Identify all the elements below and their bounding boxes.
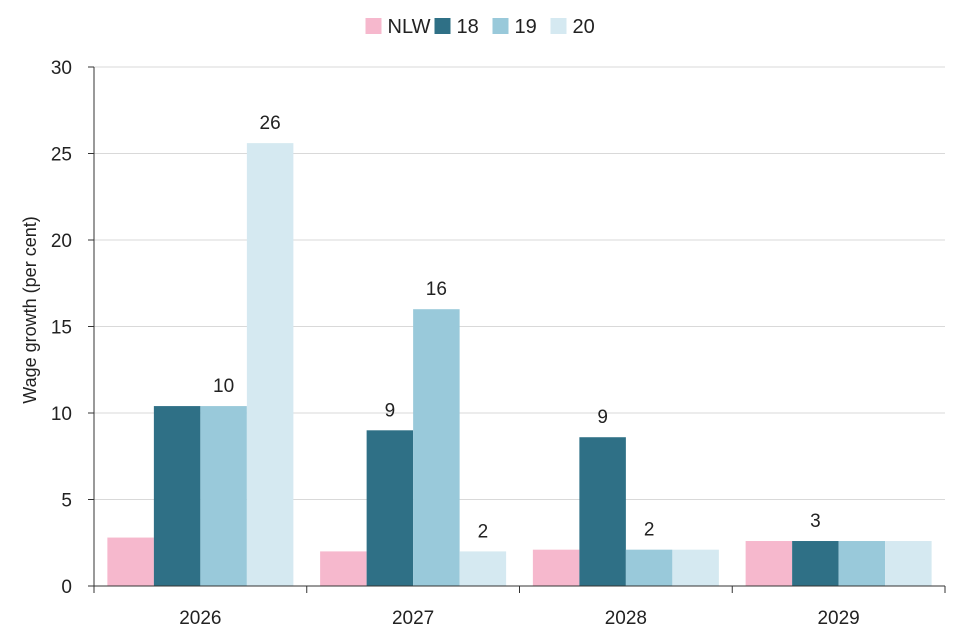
x-tick-label: 2028 [605,608,647,629]
axes: 0 5 10 15 20 25 30 2026 2027 2028 2029 [51,58,946,629]
data-label: 26 [260,113,281,134]
bar-19-2028 [625,549,673,586]
bar-20-2027 [459,551,507,586]
y-tick-label: 15 [51,318,72,339]
bar-20-2028 [672,549,719,586]
legend-swatch-19 [492,18,509,34]
x-tick-label: 2029 [817,608,859,629]
y-tick-label: 30 [51,58,72,79]
data-label: 10 [213,376,234,397]
data-label: 2 [478,521,489,542]
y-tick-label: 20 [51,231,72,252]
data-label: 9 [597,407,608,428]
bar-19-2027 [413,309,460,586]
y-tick-label: 10 [51,404,72,425]
bar-18-2028 [579,437,626,586]
data-label: 9 [385,400,396,421]
bar-18-2029 [792,541,839,586]
x-tick-label: 2026 [179,608,221,629]
bars [107,143,932,586]
data-label: 2 [644,520,655,541]
y-axis-title: Wage growth (per cent) [20,216,40,403]
legend-label: 19 [515,16,537,38]
bar-18-2027 [366,430,414,586]
bar-nlw-2028 [532,549,580,586]
bar-20-2029 [885,541,932,586]
bar-nlw-2026 [107,537,154,586]
legend-label: 20 [573,16,595,38]
bar-nlw-2029 [745,541,793,586]
x-tick-label: 2027 [392,608,434,629]
y-tick-label: 0 [61,577,72,598]
data-label: 16 [426,279,447,300]
data-labels: 10 26 9 16 2 9 2 3 [213,113,821,542]
data-label: 3 [810,511,821,532]
bar-nlw-2027 [320,551,367,586]
bar-20-2026 [246,143,294,586]
legend-swatch-18 [434,18,451,34]
legend-label: NLW [388,16,431,38]
legend-swatch-nlw [365,18,382,34]
bar-19-2029 [838,541,886,586]
bar-19-2026 [200,406,247,586]
y-tick-label: 25 [51,145,72,166]
legend: NLW 18 19 20 [365,16,595,38]
legend-label: 18 [457,16,479,38]
legend-swatch-20 [550,18,567,34]
bar-18-2026 [153,406,201,586]
y-tick-label: 5 [61,491,72,512]
